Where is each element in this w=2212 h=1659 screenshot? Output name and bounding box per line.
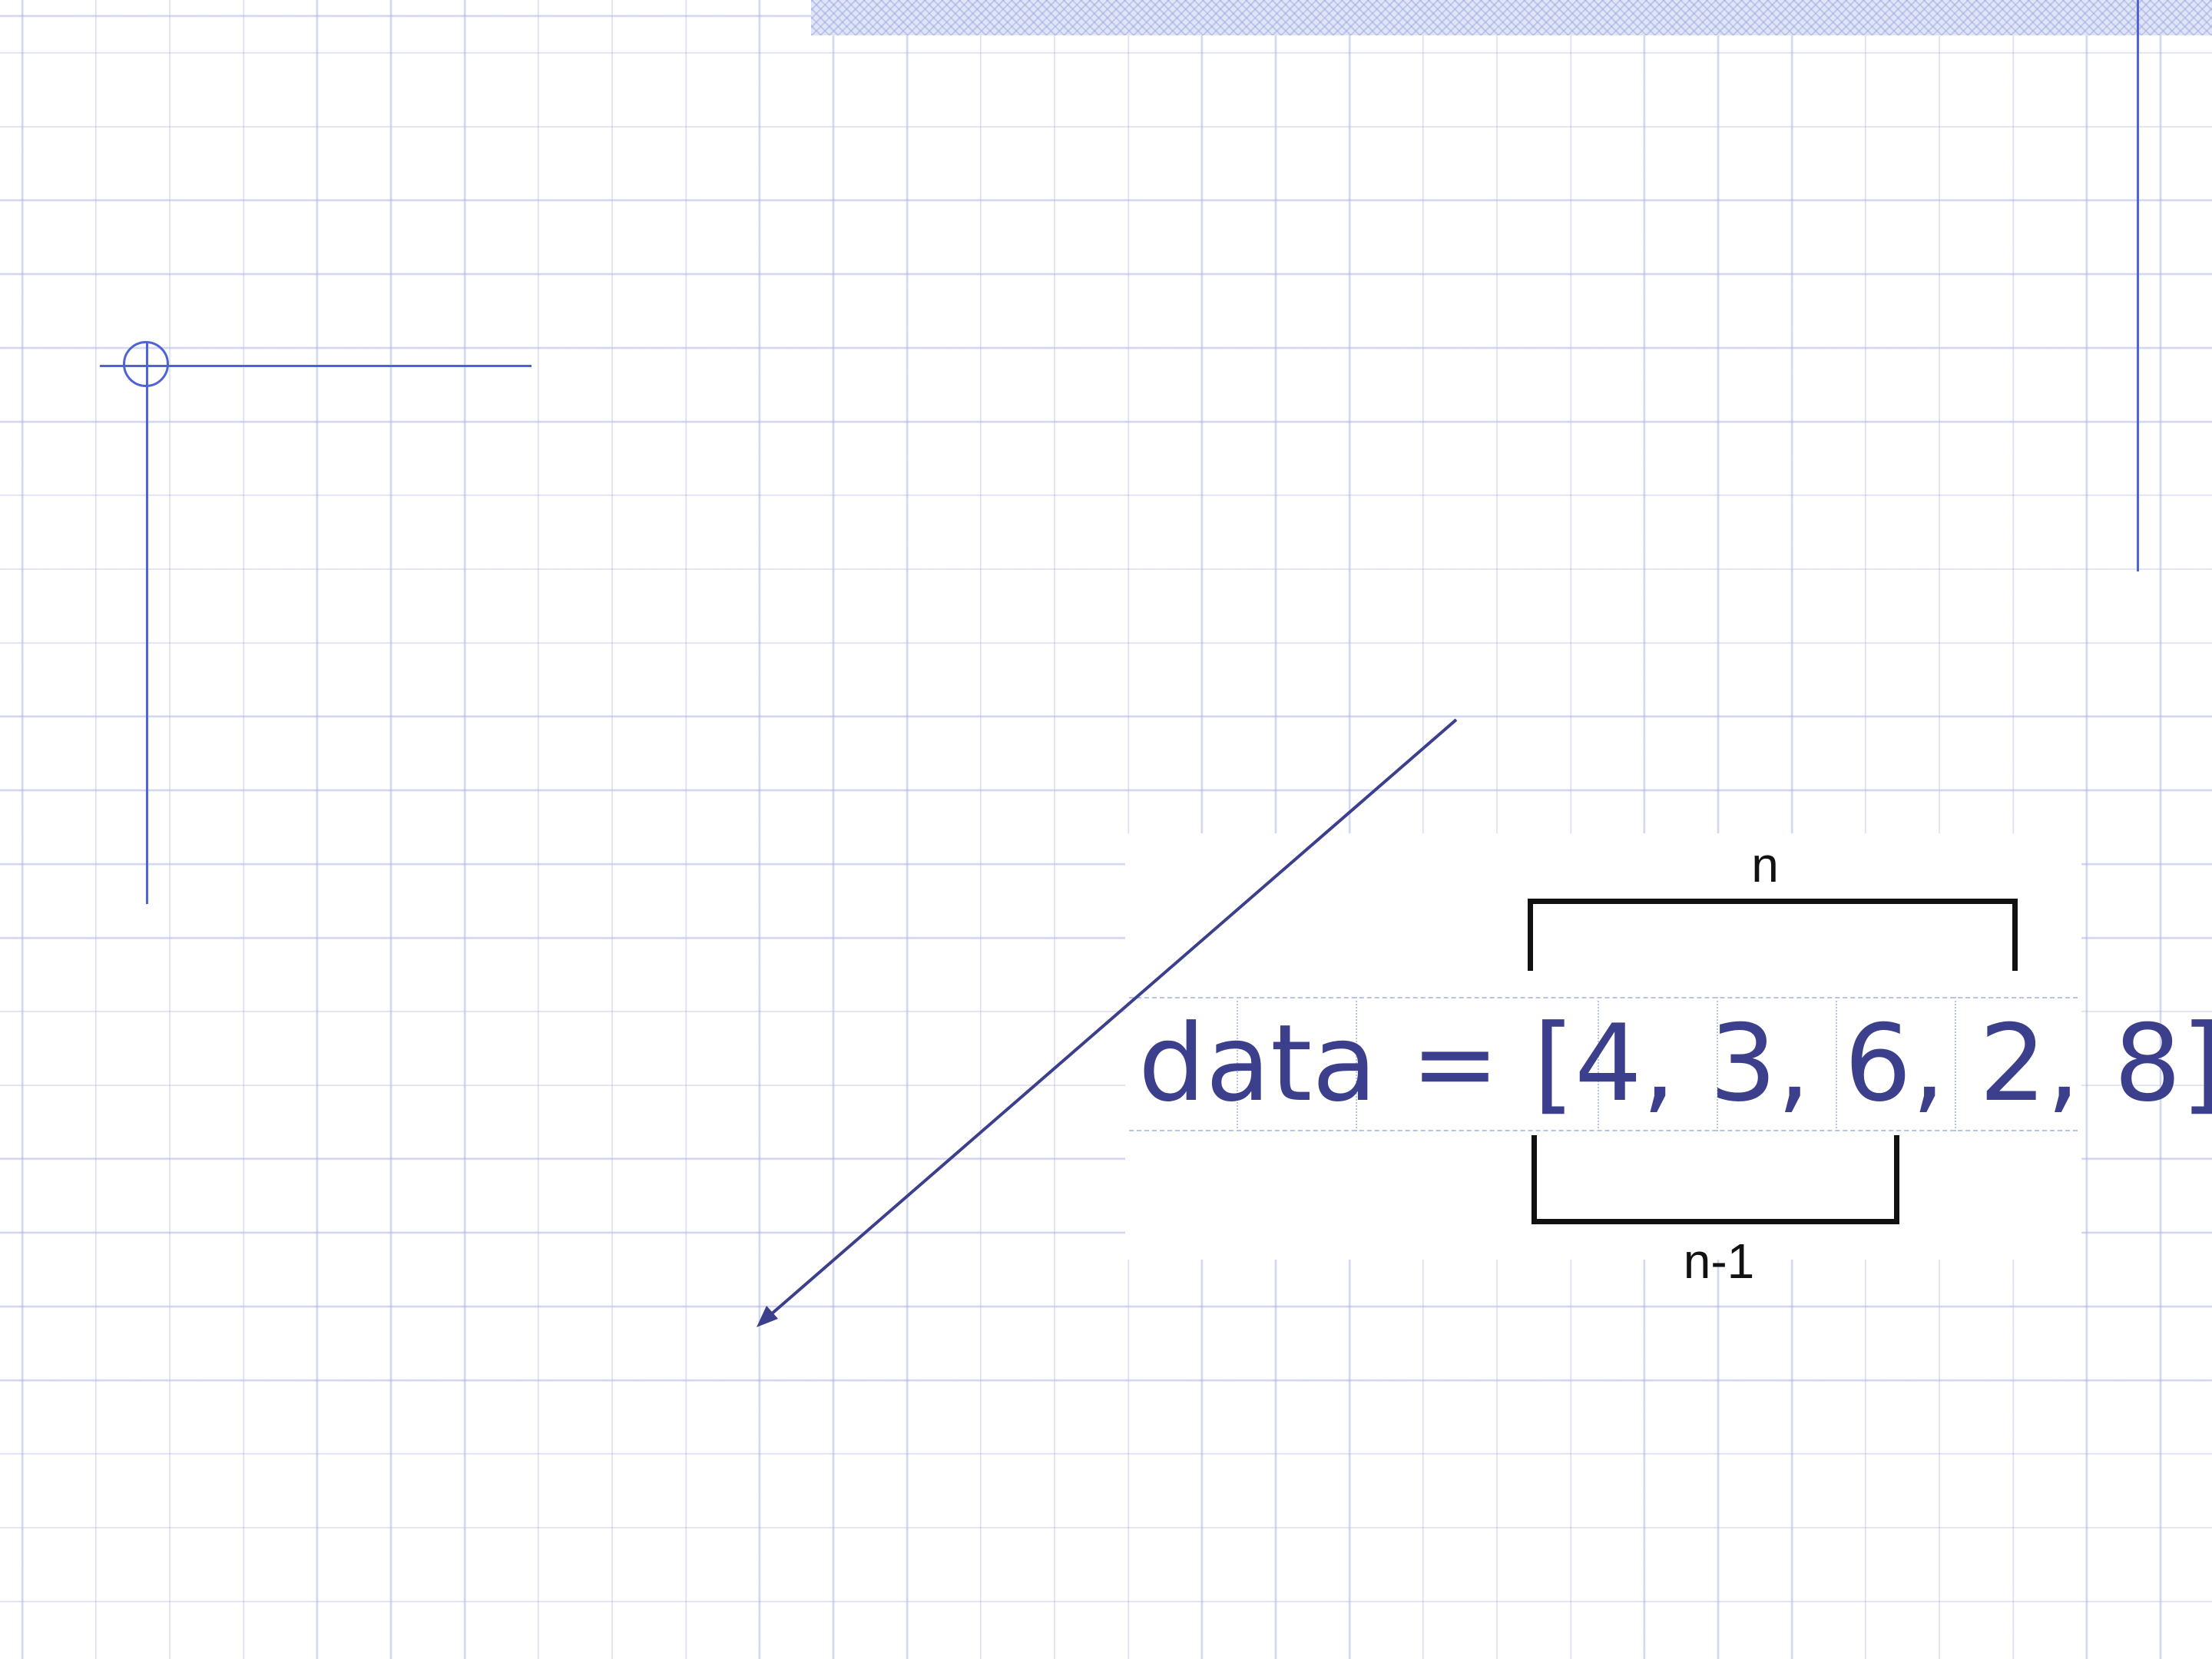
corner-vertical-line: [146, 342, 148, 904]
brace-top: [1528, 899, 2018, 971]
brace-bottom: [1532, 1135, 1899, 1224]
figure-panel: [1125, 833, 2081, 1260]
cell-separator: [1836, 997, 1837, 1131]
arrow-shaft: [769, 718, 1458, 1316]
cell-separator: [1955, 997, 1956, 1131]
corner-circle-ornament: [123, 341, 169, 387]
arrow-head-icon: [757, 1306, 778, 1327]
top-decorative-band: [811, 0, 2212, 35]
corner-horizontal-line: [100, 365, 531, 367]
cell-separator: [1598, 997, 1599, 1131]
array-expression: data = [4, 3, 6, 2, 8]: [1138, 1002, 2212, 1125]
right-vertical-rule: [2137, 0, 2139, 571]
cell-separator: [1356, 997, 1357, 1131]
cell-separator: [1237, 997, 1238, 1131]
cell-separator: [1717, 997, 1718, 1131]
expression-cell-border: [1129, 997, 2078, 1131]
brace-bottom-label: n-1: [1683, 1233, 1755, 1289]
brace-top-label: n: [1751, 837, 1779, 892]
